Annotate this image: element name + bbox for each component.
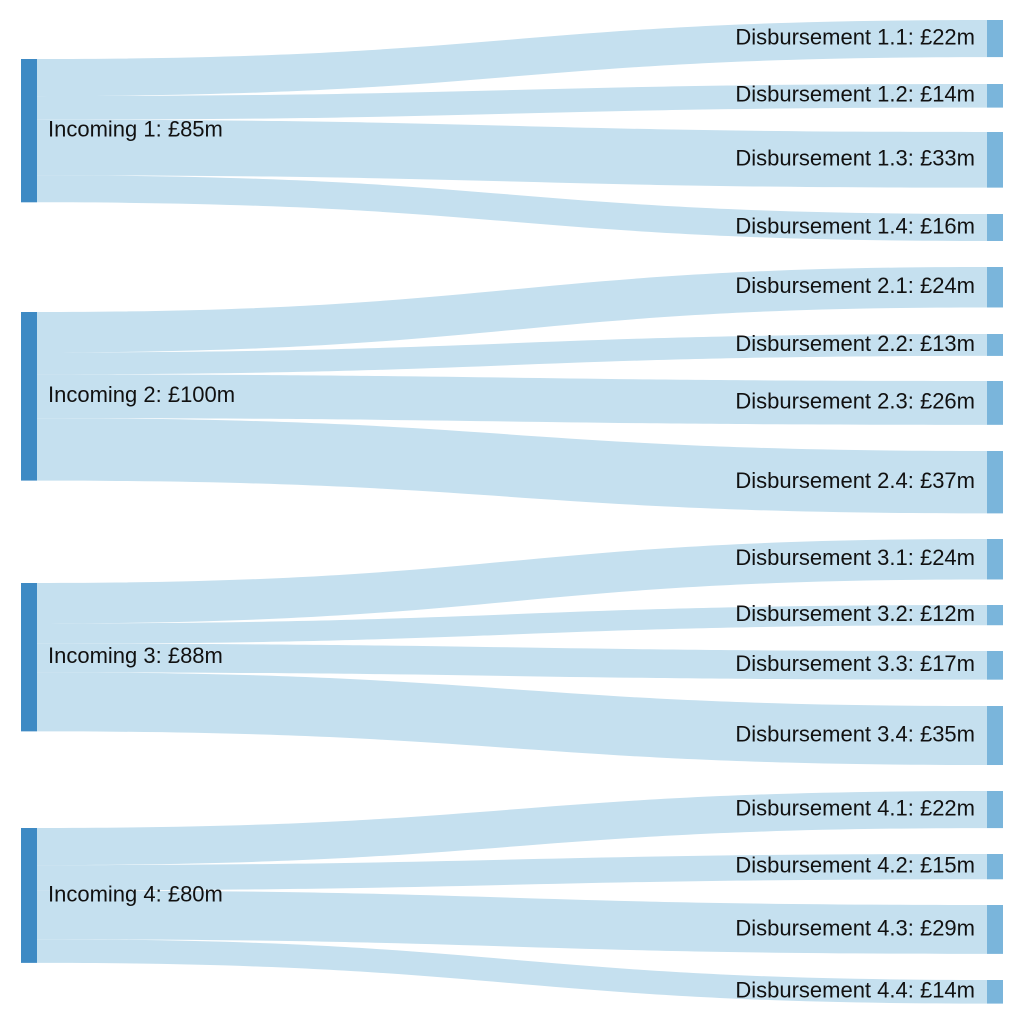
- target-label-2-2: Disbursement 2.2: £13m: [735, 331, 975, 356]
- source-label-2: Incoming 2: £100m: [48, 382, 235, 407]
- flow-nodes: [21, 20, 1003, 1004]
- target-label-3-1: Disbursement 3.1: £24m: [735, 545, 975, 570]
- target-node-3-2: [987, 605, 1003, 626]
- flow-link-3-3: [37, 643, 987, 680]
- target-node-3-4: [987, 706, 1003, 766]
- target-node-2-3: [987, 381, 1003, 425]
- target-node-4-1: [987, 791, 1003, 829]
- source-node-3: [21, 583, 37, 732]
- flow-link-1-2: [37, 84, 987, 120]
- target-label-2-4: Disbursement 2.4: £37m: [735, 468, 975, 493]
- flow-link-3-2: [37, 605, 987, 644]
- target-label-2-1: Disbursement 2.1: £24m: [735, 273, 975, 298]
- flow-link-4-4: [37, 939, 987, 1004]
- target-label-4-2: Disbursement 4.2: £15m: [735, 852, 975, 877]
- target-node-2-4: [987, 451, 1003, 514]
- target-label-1-4: Disbursement 1.4: £16m: [735, 213, 975, 238]
- target-node-1-1: [987, 20, 1003, 58]
- flow-link-1-4: [37, 175, 987, 241]
- source-label-4: Incoming 4: £80m: [48, 881, 223, 906]
- flow-link-4-1: [37, 791, 987, 866]
- flow-link-2-1: [37, 267, 987, 353]
- source-node-1: [21, 59, 37, 203]
- source-node-4: [21, 828, 37, 963]
- target-label-4-4: Disbursement 4.4: £14m: [735, 978, 975, 1003]
- target-node-2-2: [987, 334, 1003, 356]
- target-node-3-3: [987, 651, 1003, 680]
- target-label-4-1: Disbursement 4.1: £22m: [735, 795, 975, 820]
- target-label-3-4: Disbursement 3.4: £35m: [735, 721, 975, 746]
- target-node-3-1: [987, 539, 1003, 580]
- source-label-3: Incoming 3: £88m: [48, 643, 223, 668]
- target-node-1-4: [987, 214, 1003, 241]
- target-node-2-1: [987, 267, 1003, 308]
- flow-link-1-1: [37, 20, 987, 97]
- target-label-4-3: Disbursement 4.3: £29m: [735, 915, 975, 940]
- source-node-2: [21, 312, 37, 481]
- source-label-1: Incoming 1: £85m: [48, 116, 223, 141]
- flow-link-4-3: [37, 890, 987, 954]
- target-label-1-2: Disbursement 1.2: £14m: [735, 82, 975, 107]
- flow-link-3-4: [37, 672, 987, 766]
- target-label-1-1: Disbursement 1.1: £22m: [735, 24, 975, 49]
- target-node-1-2: [987, 84, 1003, 108]
- target-node-1-3: [987, 132, 1003, 188]
- target-node-4-4: [987, 980, 1003, 1004]
- target-node-4-2: [987, 854, 1003, 880]
- target-label-3-3: Disbursement 3.3: £17m: [735, 651, 975, 676]
- target-label-2-3: Disbursement 2.3: £26m: [735, 389, 975, 414]
- flow-link-1-3: [37, 119, 987, 188]
- target-node-4-3: [987, 905, 1003, 954]
- flow-link-2-4: [37, 418, 987, 514]
- flow-labels: Incoming 1: £85m Disbursement 1.1: £22m Di…: [48, 24, 975, 1002]
- flow-links: [37, 20, 987, 1004]
- flow-link-2-2: [37, 334, 987, 375]
- target-label-1-3: Disbursement 1.3: £33m: [735, 146, 975, 171]
- target-label-3-2: Disbursement 3.2: £12m: [735, 601, 975, 626]
- flow-link-3-1: [37, 539, 987, 624]
- flow-link-4-2: [37, 854, 987, 891]
- flow-link-2-3: [37, 374, 987, 425]
